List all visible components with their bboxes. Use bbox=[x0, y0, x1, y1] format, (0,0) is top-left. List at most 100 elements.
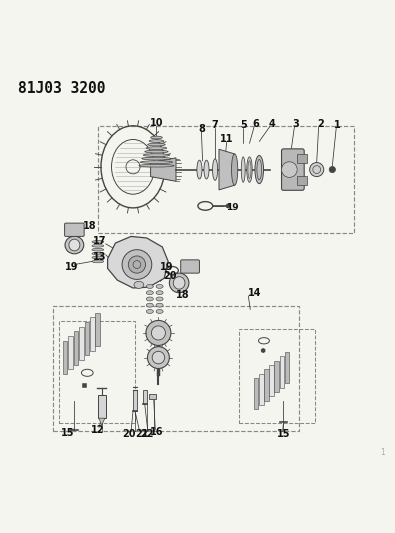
Text: 20: 20 bbox=[123, 429, 136, 439]
Bar bbox=[79, 327, 84, 360]
Bar bbox=[239, 329, 315, 423]
Polygon shape bbox=[219, 149, 235, 190]
FancyBboxPatch shape bbox=[181, 260, 199, 273]
Circle shape bbox=[261, 348, 265, 353]
Ellipse shape bbox=[92, 248, 104, 251]
Bar bbox=[73, 332, 78, 365]
Ellipse shape bbox=[213, 159, 218, 180]
Ellipse shape bbox=[92, 256, 104, 259]
Circle shape bbox=[122, 249, 152, 279]
Bar bbox=[98, 395, 105, 418]
Ellipse shape bbox=[143, 154, 170, 157]
Text: 20: 20 bbox=[164, 271, 177, 281]
Bar bbox=[90, 317, 95, 351]
Ellipse shape bbox=[140, 161, 173, 164]
Text: 18: 18 bbox=[176, 289, 190, 300]
Text: 12: 12 bbox=[91, 425, 105, 435]
Ellipse shape bbox=[173, 277, 185, 289]
Text: 8: 8 bbox=[198, 124, 205, 134]
Circle shape bbox=[146, 320, 171, 345]
Text: 14: 14 bbox=[248, 288, 262, 298]
Text: 81J03 3200: 81J03 3200 bbox=[18, 81, 105, 96]
Text: 1: 1 bbox=[380, 448, 385, 457]
Ellipse shape bbox=[69, 239, 80, 251]
Ellipse shape bbox=[134, 281, 144, 288]
Bar bbox=[280, 357, 284, 387]
Ellipse shape bbox=[156, 290, 163, 295]
Bar bbox=[82, 383, 86, 387]
Bar bbox=[68, 336, 73, 369]
Ellipse shape bbox=[197, 160, 202, 179]
FancyBboxPatch shape bbox=[65, 223, 84, 237]
Circle shape bbox=[329, 166, 335, 173]
Text: 18: 18 bbox=[83, 221, 97, 231]
Ellipse shape bbox=[146, 290, 153, 295]
Ellipse shape bbox=[247, 157, 252, 182]
Bar bbox=[297, 176, 307, 185]
Circle shape bbox=[128, 256, 145, 273]
Polygon shape bbox=[150, 158, 176, 181]
Ellipse shape bbox=[146, 310, 153, 313]
Ellipse shape bbox=[156, 303, 163, 307]
Text: 19: 19 bbox=[226, 204, 239, 212]
Polygon shape bbox=[107, 237, 168, 288]
Text: 6: 6 bbox=[253, 119, 260, 129]
Text: 13: 13 bbox=[93, 252, 107, 262]
Circle shape bbox=[147, 346, 169, 368]
Ellipse shape bbox=[92, 252, 104, 255]
Ellipse shape bbox=[169, 273, 189, 293]
Ellipse shape bbox=[241, 157, 245, 182]
Circle shape bbox=[310, 163, 324, 176]
Ellipse shape bbox=[146, 147, 167, 149]
Text: 15: 15 bbox=[61, 429, 75, 438]
Ellipse shape bbox=[255, 156, 263, 184]
Bar bbox=[259, 374, 263, 405]
Ellipse shape bbox=[92, 240, 104, 243]
Ellipse shape bbox=[139, 164, 174, 167]
Ellipse shape bbox=[146, 285, 153, 288]
Text: 3: 3 bbox=[293, 119, 299, 129]
Ellipse shape bbox=[156, 285, 163, 288]
Text: 10: 10 bbox=[150, 118, 163, 128]
Bar bbox=[149, 393, 156, 399]
Ellipse shape bbox=[92, 245, 104, 247]
Polygon shape bbox=[99, 418, 105, 425]
Text: 11: 11 bbox=[220, 134, 233, 144]
Bar bbox=[96, 313, 100, 346]
Ellipse shape bbox=[142, 157, 171, 160]
Ellipse shape bbox=[204, 160, 209, 179]
Text: 19: 19 bbox=[65, 262, 78, 271]
Circle shape bbox=[152, 351, 165, 364]
Ellipse shape bbox=[145, 150, 168, 153]
Bar bbox=[285, 352, 289, 383]
Ellipse shape bbox=[150, 136, 162, 139]
Text: 7: 7 bbox=[212, 120, 218, 130]
Text: 2: 2 bbox=[317, 119, 324, 129]
Bar bbox=[59, 321, 135, 423]
Bar bbox=[98, 126, 354, 233]
Ellipse shape bbox=[156, 310, 163, 313]
Text: 17: 17 bbox=[93, 237, 107, 246]
Ellipse shape bbox=[231, 154, 238, 185]
Text: 21: 21 bbox=[135, 429, 149, 439]
Text: 22: 22 bbox=[140, 429, 153, 439]
Ellipse shape bbox=[92, 260, 104, 263]
Bar bbox=[254, 378, 258, 409]
Bar bbox=[143, 390, 147, 404]
Ellipse shape bbox=[156, 297, 163, 301]
Circle shape bbox=[151, 326, 166, 340]
Text: 16: 16 bbox=[150, 427, 164, 437]
Text: 19: 19 bbox=[160, 262, 173, 272]
Text: 4: 4 bbox=[268, 119, 275, 129]
Bar bbox=[264, 369, 269, 401]
Ellipse shape bbox=[146, 303, 153, 307]
Text: 5: 5 bbox=[240, 120, 246, 130]
FancyBboxPatch shape bbox=[282, 149, 304, 190]
Bar bbox=[85, 322, 89, 355]
Ellipse shape bbox=[148, 143, 165, 146]
Ellipse shape bbox=[149, 140, 164, 142]
Bar bbox=[63, 341, 68, 374]
Bar bbox=[275, 361, 279, 392]
Ellipse shape bbox=[146, 297, 153, 301]
Ellipse shape bbox=[65, 236, 84, 254]
